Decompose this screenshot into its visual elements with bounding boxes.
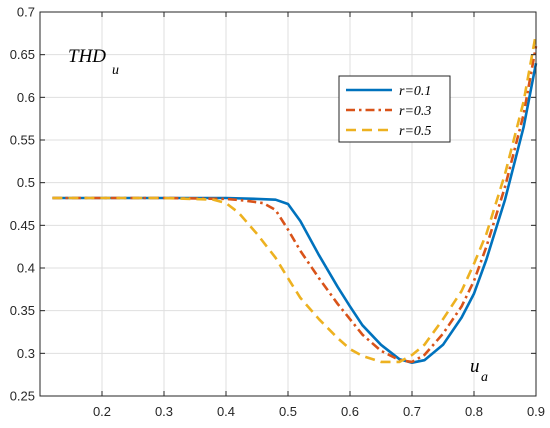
y-tick-label: 0.3	[17, 346, 35, 361]
x-tick-label: 0.7	[403, 404, 421, 419]
y-symbol-main: THD	[68, 46, 106, 67]
x-tick-label: 0.9	[527, 404, 545, 419]
series-line-3	[52, 33, 538, 364]
y-tick-label: 0.55	[10, 133, 35, 148]
series-lines	[52, 33, 538, 365]
x-axis-symbol: u a	[470, 356, 488, 385]
x-symbol-main: u	[470, 356, 480, 377]
x-tick-label: 0.4	[217, 404, 235, 419]
x-tick-label: 0.2	[93, 404, 111, 419]
y-tick-label: 0.45	[10, 218, 35, 233]
x-tick-label: 0.6	[341, 404, 359, 419]
legend-box	[338, 75, 451, 143]
x-tick-label: 0.5	[279, 404, 297, 419]
legend-label-2: r=0.3	[399, 104, 431, 119]
y-tick-label: 0.6	[17, 90, 35, 105]
y-symbol-sub: u	[112, 63, 119, 78]
x-symbol-sub: a	[481, 370, 488, 385]
series-line-2	[52, 45, 538, 364]
legend: r=0.1 r=0.3 r=0.5	[338, 75, 451, 143]
series-line-1	[52, 62, 538, 365]
legend-label-1: r=0.1	[399, 84, 431, 99]
y-tick-label: 0.35	[10, 303, 35, 318]
legend-label-3: r=0.5	[399, 124, 431, 139]
y-tick-label: 0.7	[17, 5, 35, 20]
x-tick-label: 0.8	[465, 404, 483, 419]
y-tick-label: 0.4	[17, 261, 35, 276]
x-tick-label: 0.3	[155, 404, 173, 419]
y-tick-label: 0.5	[17, 175, 35, 190]
y-tick-label: 0.65	[10, 47, 35, 62]
axis-ticks: 0.2 0.3 0.4 0.5 0.6 0.7 0.8 0.9 0.25 0.3 0.35 0.4 0.…	[10, 5, 545, 420]
y-tick-label: 0.25	[10, 389, 35, 404]
y-axis-symbol: THD u	[68, 46, 119, 78]
